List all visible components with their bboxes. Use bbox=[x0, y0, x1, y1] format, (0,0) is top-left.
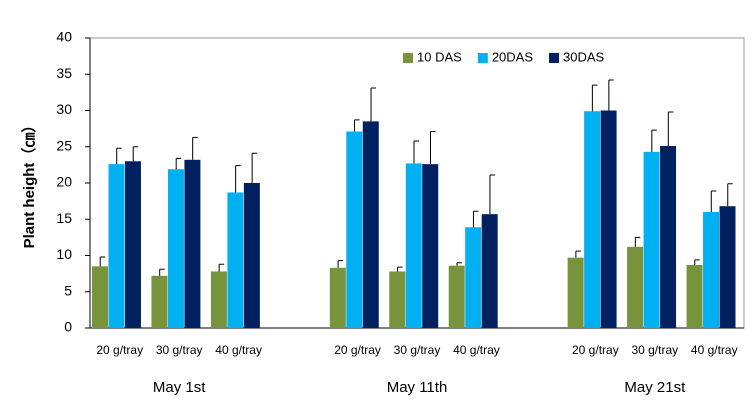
bar bbox=[184, 159, 201, 328]
x-tick-label: 20 g/tray bbox=[96, 343, 143, 357]
error-bar bbox=[710, 190, 717, 212]
error-bar bbox=[370, 87, 377, 122]
x-tick-label: 30 g/tray bbox=[394, 343, 441, 357]
legend-label: 20DAS bbox=[492, 49, 534, 64]
error-bar bbox=[99, 256, 106, 267]
y-axis-label: Plant height（㎝） bbox=[20, 118, 38, 249]
bar bbox=[108, 164, 125, 328]
group-label: May 21st bbox=[624, 379, 686, 396]
error-bar bbox=[575, 250, 581, 258]
legend-label: 10 DAS bbox=[417, 49, 462, 64]
y-tick-label: 5 bbox=[64, 282, 72, 298]
error-bar bbox=[192, 136, 198, 160]
group-label: May 11th bbox=[387, 379, 448, 396]
error-bar bbox=[175, 157, 182, 170]
y-tick-label: 30 bbox=[56, 101, 72, 117]
y-tick-label: 15 bbox=[56, 210, 72, 226]
bar bbox=[405, 163, 422, 328]
legend-swatch bbox=[403, 53, 413, 63]
error-bar bbox=[591, 84, 598, 112]
bar bbox=[584, 111, 601, 328]
bar bbox=[227, 192, 244, 328]
bar bbox=[151, 275, 168, 328]
error-bar bbox=[456, 262, 462, 266]
y-tick-label: 40 bbox=[56, 29, 72, 45]
bar bbox=[567, 257, 584, 328]
x-tick-label: 20 g/tray bbox=[572, 343, 619, 357]
bar bbox=[329, 267, 346, 328]
bar bbox=[643, 151, 660, 328]
bar bbox=[465, 227, 482, 328]
legend-swatch bbox=[549, 53, 560, 63]
error-bar bbox=[337, 260, 344, 268]
bar bbox=[210, 271, 227, 328]
x-tick-label: 40 g/tray bbox=[215, 343, 262, 357]
y-tick-label: 35 bbox=[56, 65, 72, 81]
error-bar bbox=[235, 165, 241, 193]
error-bar bbox=[159, 268, 165, 276]
error-bar bbox=[727, 183, 733, 207]
bar bbox=[600, 110, 617, 328]
y-tick-label: 25 bbox=[56, 137, 72, 153]
bar bbox=[686, 264, 703, 328]
bar bbox=[627, 246, 644, 328]
x-tick-label: 30 g/tray bbox=[156, 343, 203, 357]
error-bar bbox=[116, 147, 122, 165]
error-bar bbox=[694, 259, 700, 265]
error-bar bbox=[218, 263, 225, 272]
bar bbox=[448, 265, 465, 328]
y-tick-label: 0 bbox=[64, 319, 72, 335]
error-bar bbox=[429, 131, 436, 165]
error-bar bbox=[132, 146, 139, 162]
x-tick-label: 20 g/tray bbox=[334, 343, 381, 357]
error-bar bbox=[489, 174, 495, 215]
bar bbox=[481, 214, 498, 328]
bar bbox=[243, 183, 260, 328]
bar bbox=[660, 146, 677, 328]
error-bar bbox=[413, 140, 419, 164]
error-bar bbox=[667, 111, 674, 147]
error-bar bbox=[354, 119, 360, 132]
error-bar bbox=[397, 266, 403, 272]
error-bar bbox=[472, 210, 479, 228]
x-tick-label: 40 g/tray bbox=[691, 343, 738, 357]
bar bbox=[167, 169, 184, 328]
error-bar bbox=[651, 129, 657, 152]
x-tick-label: 40 g/tray bbox=[453, 343, 500, 357]
group-label: May 1st bbox=[153, 379, 206, 396]
x-tick-label: 30 g/tray bbox=[631, 343, 678, 357]
bar bbox=[346, 131, 363, 328]
legend-swatch bbox=[477, 53, 488, 63]
bar bbox=[362, 121, 379, 328]
y-tick-label: 20 bbox=[56, 174, 72, 190]
bar bbox=[92, 266, 108, 328]
bar bbox=[422, 164, 439, 328]
bar bbox=[719, 206, 736, 328]
legend-label: 30DAS bbox=[563, 49, 605, 64]
bar bbox=[703, 212, 720, 328]
y-tick-label: 10 bbox=[56, 246, 72, 262]
error-bar bbox=[608, 79, 614, 111]
bar bbox=[124, 161, 141, 328]
bar bbox=[389, 271, 406, 328]
error-bar bbox=[634, 236, 641, 247]
error-bar bbox=[251, 152, 258, 183]
